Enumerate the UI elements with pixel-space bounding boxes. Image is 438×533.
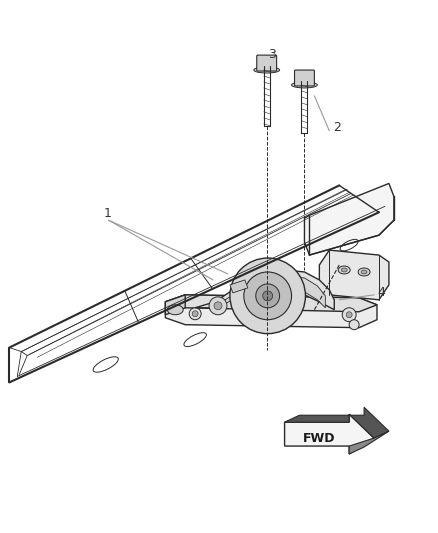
Ellipse shape — [167, 305, 183, 315]
Circle shape — [349, 320, 359, 330]
Polygon shape — [285, 414, 374, 454]
Circle shape — [330, 258, 344, 272]
Circle shape — [334, 262, 340, 268]
Ellipse shape — [358, 268, 370, 276]
Ellipse shape — [361, 270, 367, 274]
Circle shape — [346, 312, 352, 318]
Polygon shape — [210, 276, 325, 310]
Polygon shape — [195, 270, 334, 310]
Text: 4: 4 — [377, 286, 385, 300]
Polygon shape — [319, 250, 389, 300]
Circle shape — [230, 258, 305, 334]
FancyBboxPatch shape — [257, 55, 277, 71]
Circle shape — [256, 284, 279, 308]
Polygon shape — [165, 295, 377, 312]
Polygon shape — [165, 295, 377, 328]
Polygon shape — [304, 183, 394, 255]
Circle shape — [342, 308, 356, 322]
Polygon shape — [230, 280, 248, 293]
Ellipse shape — [292, 82, 318, 88]
Ellipse shape — [338, 266, 350, 274]
Circle shape — [192, 311, 198, 317]
Text: FWD: FWD — [303, 432, 336, 445]
FancyBboxPatch shape — [294, 70, 314, 86]
Text: 1: 1 — [104, 207, 112, 220]
Text: 3: 3 — [268, 47, 276, 61]
Circle shape — [244, 272, 292, 320]
Polygon shape — [349, 431, 389, 454]
Polygon shape — [165, 295, 185, 315]
Circle shape — [189, 308, 201, 320]
Circle shape — [214, 302, 222, 310]
Text: 2: 2 — [333, 121, 341, 134]
Circle shape — [263, 291, 273, 301]
Circle shape — [209, 297, 227, 315]
Polygon shape — [285, 407, 389, 438]
Ellipse shape — [341, 268, 347, 272]
Ellipse shape — [254, 67, 279, 73]
